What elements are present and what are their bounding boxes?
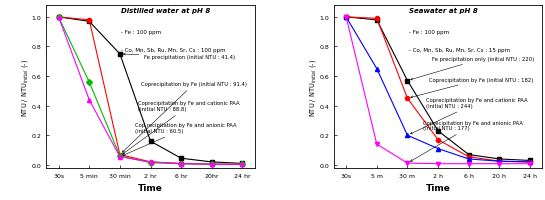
Text: - Co, Mn, Sb, Ru, Mn, Sr, Cs : 100 ppm: - Co, Mn, Sb, Ru, Mn, Sr, Cs : 100 ppm	[122, 48, 226, 53]
Text: Fe precipitation (initial NTU : 41.4): Fe precipitation (initial NTU : 41.4)	[123, 54, 235, 60]
Text: Coprecipitation by Fe and cationic PAA
(initial NTU : 88.8): Coprecipitation by Fe and cationic PAA (…	[123, 101, 240, 154]
Text: Seawater at pH 8: Seawater at pH 8	[409, 8, 477, 14]
Text: - Fe : 100 ppm: - Fe : 100 ppm	[122, 30, 161, 35]
Y-axis label: NTU / NTU$_{initial}$ (-): NTU / NTU$_{initial}$ (-)	[308, 58, 318, 116]
Text: Coprecipitation by Fe (initial NTU : 91.4): Coprecipitation by Fe (initial NTU : 91.…	[122, 82, 247, 152]
Text: Fe precipitation only (initial NTU : 220): Fe precipitation only (initial NTU : 220…	[411, 57, 534, 81]
Text: Coprecipitation by Fe and anionic PAA
(initial NTU : 177): Coprecipitation by Fe and anionic PAA (i…	[410, 120, 523, 162]
Text: Distilled water at pH 8: Distilled water at pH 8	[122, 8, 210, 14]
Y-axis label: NTU / NTU$_{initial}$ (-): NTU / NTU$_{initial}$ (-)	[20, 58, 30, 116]
Text: - Fe : 100 ppm: - Fe : 100 ppm	[409, 30, 449, 35]
Text: Coprecipitation by Fe and cationic PAA
(initial NTU : 244): Coprecipitation by Fe and cationic PAA (…	[410, 98, 528, 134]
X-axis label: Time: Time	[138, 183, 163, 192]
Text: - Co, Mn, Sb, Ru, Mn, Sr, Cs : 15 ppm: - Co, Mn, Sb, Ru, Mn, Sr, Cs : 15 ppm	[409, 48, 510, 53]
Text: Coprecipitation by Fe (initial NTU : 182): Coprecipitation by Fe (initial NTU : 182…	[411, 77, 533, 98]
Text: Cop recipitation by Fe and anionic PAA
(initial NTU : 60.5): Cop recipitation by Fe and anionic PAA (…	[123, 123, 237, 156]
X-axis label: Time: Time	[426, 183, 451, 192]
